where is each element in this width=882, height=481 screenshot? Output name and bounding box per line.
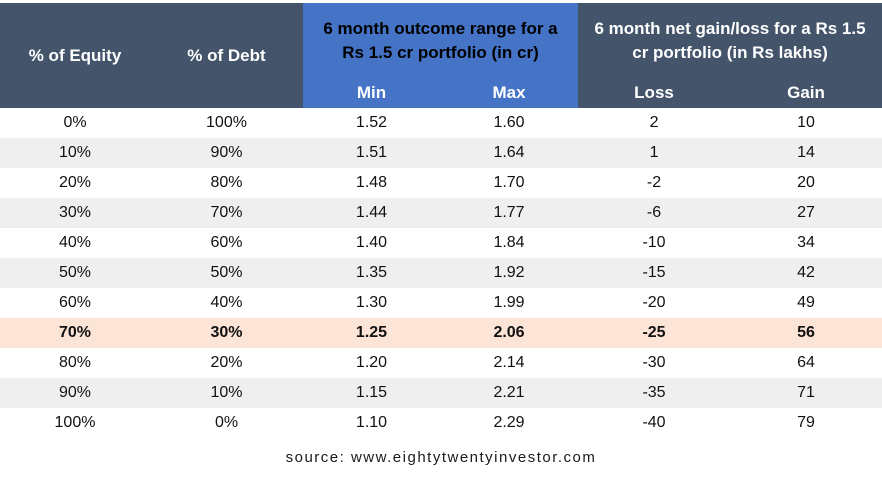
cell-loss: 1 — [649, 144, 659, 161]
cell-equity: 10% — [58, 144, 92, 161]
cell-min: 1.40 — [355, 234, 388, 251]
cell-equity: 100% — [54, 414, 96, 431]
cell-loss: -15 — [642, 264, 666, 281]
cell-max: 1.64 — [493, 144, 525, 161]
cell-max: 2.14 — [493, 354, 525, 371]
table-row: 80% 20% 1.20 2.14 -30 64 — [0, 348, 882, 378]
allocation-table: % of Equity % of Debt 6 month outcome ra… — [0, 3, 882, 438]
cell-max: 1.60 — [493, 114, 525, 131]
cell-min: 1.15 — [355, 384, 388, 401]
cell-equity: 30% — [58, 204, 92, 221]
cell-loss: -25 — [642, 324, 666, 341]
cell-max: 2.06 — [493, 324, 525, 341]
table-body: 0% 100% 1.52 1.60 2 10 10% 90% 1.51 1.64 1 14 20% 80%… — [0, 108, 882, 438]
subheader-row: Min Max Loss Gain — [0, 78, 882, 108]
cell-max: 2.21 — [493, 384, 525, 401]
source-attribution: source: www.eightytwentyinvestor.com — [285, 449, 597, 466]
header-max-column: Max — [440, 78, 579, 108]
cell-loss: -30 — [642, 354, 666, 371]
cell-gain: 34 — [797, 234, 815, 251]
table-header: % of Equity % of Debt 6 month outcome ra… — [0, 3, 882, 108]
cell-max: 1.92 — [493, 264, 525, 281]
cell-loss: -20 — [642, 294, 666, 311]
cell-max: 1.70 — [493, 174, 525, 191]
cell-min: 1.52 — [355, 114, 388, 131]
table-row: 30% 70% 1.44 1.77 -6 27 — [0, 198, 882, 228]
cell-min: 1.20 — [355, 354, 388, 371]
cell-debt: 60% — [210, 234, 243, 251]
cell-debt: 20% — [210, 354, 243, 371]
cell-min: 1.35 — [355, 264, 388, 281]
cell-equity: 80% — [58, 354, 92, 371]
table-row: 60% 40% 1.30 1.99 -20 49 — [0, 288, 882, 318]
table-row: 20% 80% 1.48 1.70 -2 20 — [0, 168, 882, 198]
cell-min: 1.25 — [355, 324, 388, 341]
cell-loss: 2 — [649, 114, 659, 131]
cell-min: 1.51 — [355, 144, 388, 161]
header-group-row: % of Equity % of Debt 6 month outcome ra… — [0, 3, 882, 108]
cell-gain: 71 — [797, 384, 815, 401]
cell-debt: 50% — [210, 264, 243, 281]
cell-debt: 70% — [210, 204, 243, 221]
table-row: 10% 90% 1.51 1.64 1 14 — [0, 138, 882, 168]
cell-equity: 90% — [58, 384, 92, 401]
cell-equity: 60% — [58, 294, 92, 311]
cell-max: 2.29 — [493, 414, 525, 431]
table-row: 100% 0% 1.10 2.29 -40 79 — [0, 408, 882, 438]
cell-min: 1.30 — [355, 294, 388, 311]
header-min-column: Min — [303, 78, 440, 108]
cell-debt: 30% — [210, 324, 243, 341]
cell-debt: 40% — [210, 294, 243, 311]
table-row: 50% 50% 1.35 1.92 -15 42 — [0, 258, 882, 288]
header-debt-column: % of Debt — [150, 3, 303, 108]
cell-loss: -40 — [642, 414, 666, 431]
cell-gain: 64 — [797, 354, 815, 371]
table-row: 40% 60% 1.40 1.84 -10 34 — [0, 228, 882, 258]
cell-gain: 79 — [797, 414, 815, 431]
cell-equity: 50% — [58, 264, 92, 281]
cell-debt: 80% — [210, 174, 243, 191]
cell-debt: 100% — [206, 114, 247, 131]
cell-equity: 20% — [58, 174, 92, 191]
cell-min: 1.48 — [355, 174, 388, 191]
table-row: 90% 10% 1.15 2.21 -35 71 — [0, 378, 882, 408]
cell-gain: 14 — [797, 144, 815, 161]
cell-equity: 70% — [58, 324, 92, 341]
cell-gain: 49 — [797, 294, 815, 311]
cell-debt: 0% — [214, 414, 239, 431]
cell-gain: 20 — [797, 174, 815, 191]
header-outcome-range-group: 6 month outcome range for a Rs 1.5 cr po… — [303, 3, 579, 78]
cell-debt: 90% — [210, 144, 243, 161]
table-row: 70% 30% 1.25 2.06 -25 56 — [0, 318, 882, 348]
cell-gain: 42 — [797, 264, 815, 281]
cell-loss: -35 — [642, 384, 666, 401]
header-gain-column: Gain — [730, 78, 882, 108]
cell-loss: -10 — [642, 234, 666, 251]
cell-equity: 40% — [58, 234, 92, 251]
cell-debt: 10% — [210, 384, 243, 401]
cell-loss: -6 — [646, 204, 662, 221]
header-net-gainloss-group: 6 month net gain/loss for a Rs 1.5 cr po… — [578, 3, 882, 78]
cell-gain: 56 — [797, 324, 815, 341]
header-equity-column: % of Equity — [0, 3, 150, 108]
cell-min: 1.44 — [355, 204, 388, 221]
header-loss-column: Loss — [578, 78, 731, 108]
cell-min: 1.10 — [355, 414, 388, 431]
cell-loss: -2 — [646, 174, 662, 191]
cell-max: 1.99 — [493, 294, 525, 311]
cell-equity: 0% — [63, 114, 87, 131]
cell-max: 1.84 — [493, 234, 525, 251]
cell-gain: 10 — [797, 114, 815, 131]
cell-gain: 27 — [797, 204, 815, 221]
cell-max: 1.77 — [493, 204, 525, 221]
table-row: 0% 100% 1.52 1.60 2 10 — [0, 108, 882, 138]
